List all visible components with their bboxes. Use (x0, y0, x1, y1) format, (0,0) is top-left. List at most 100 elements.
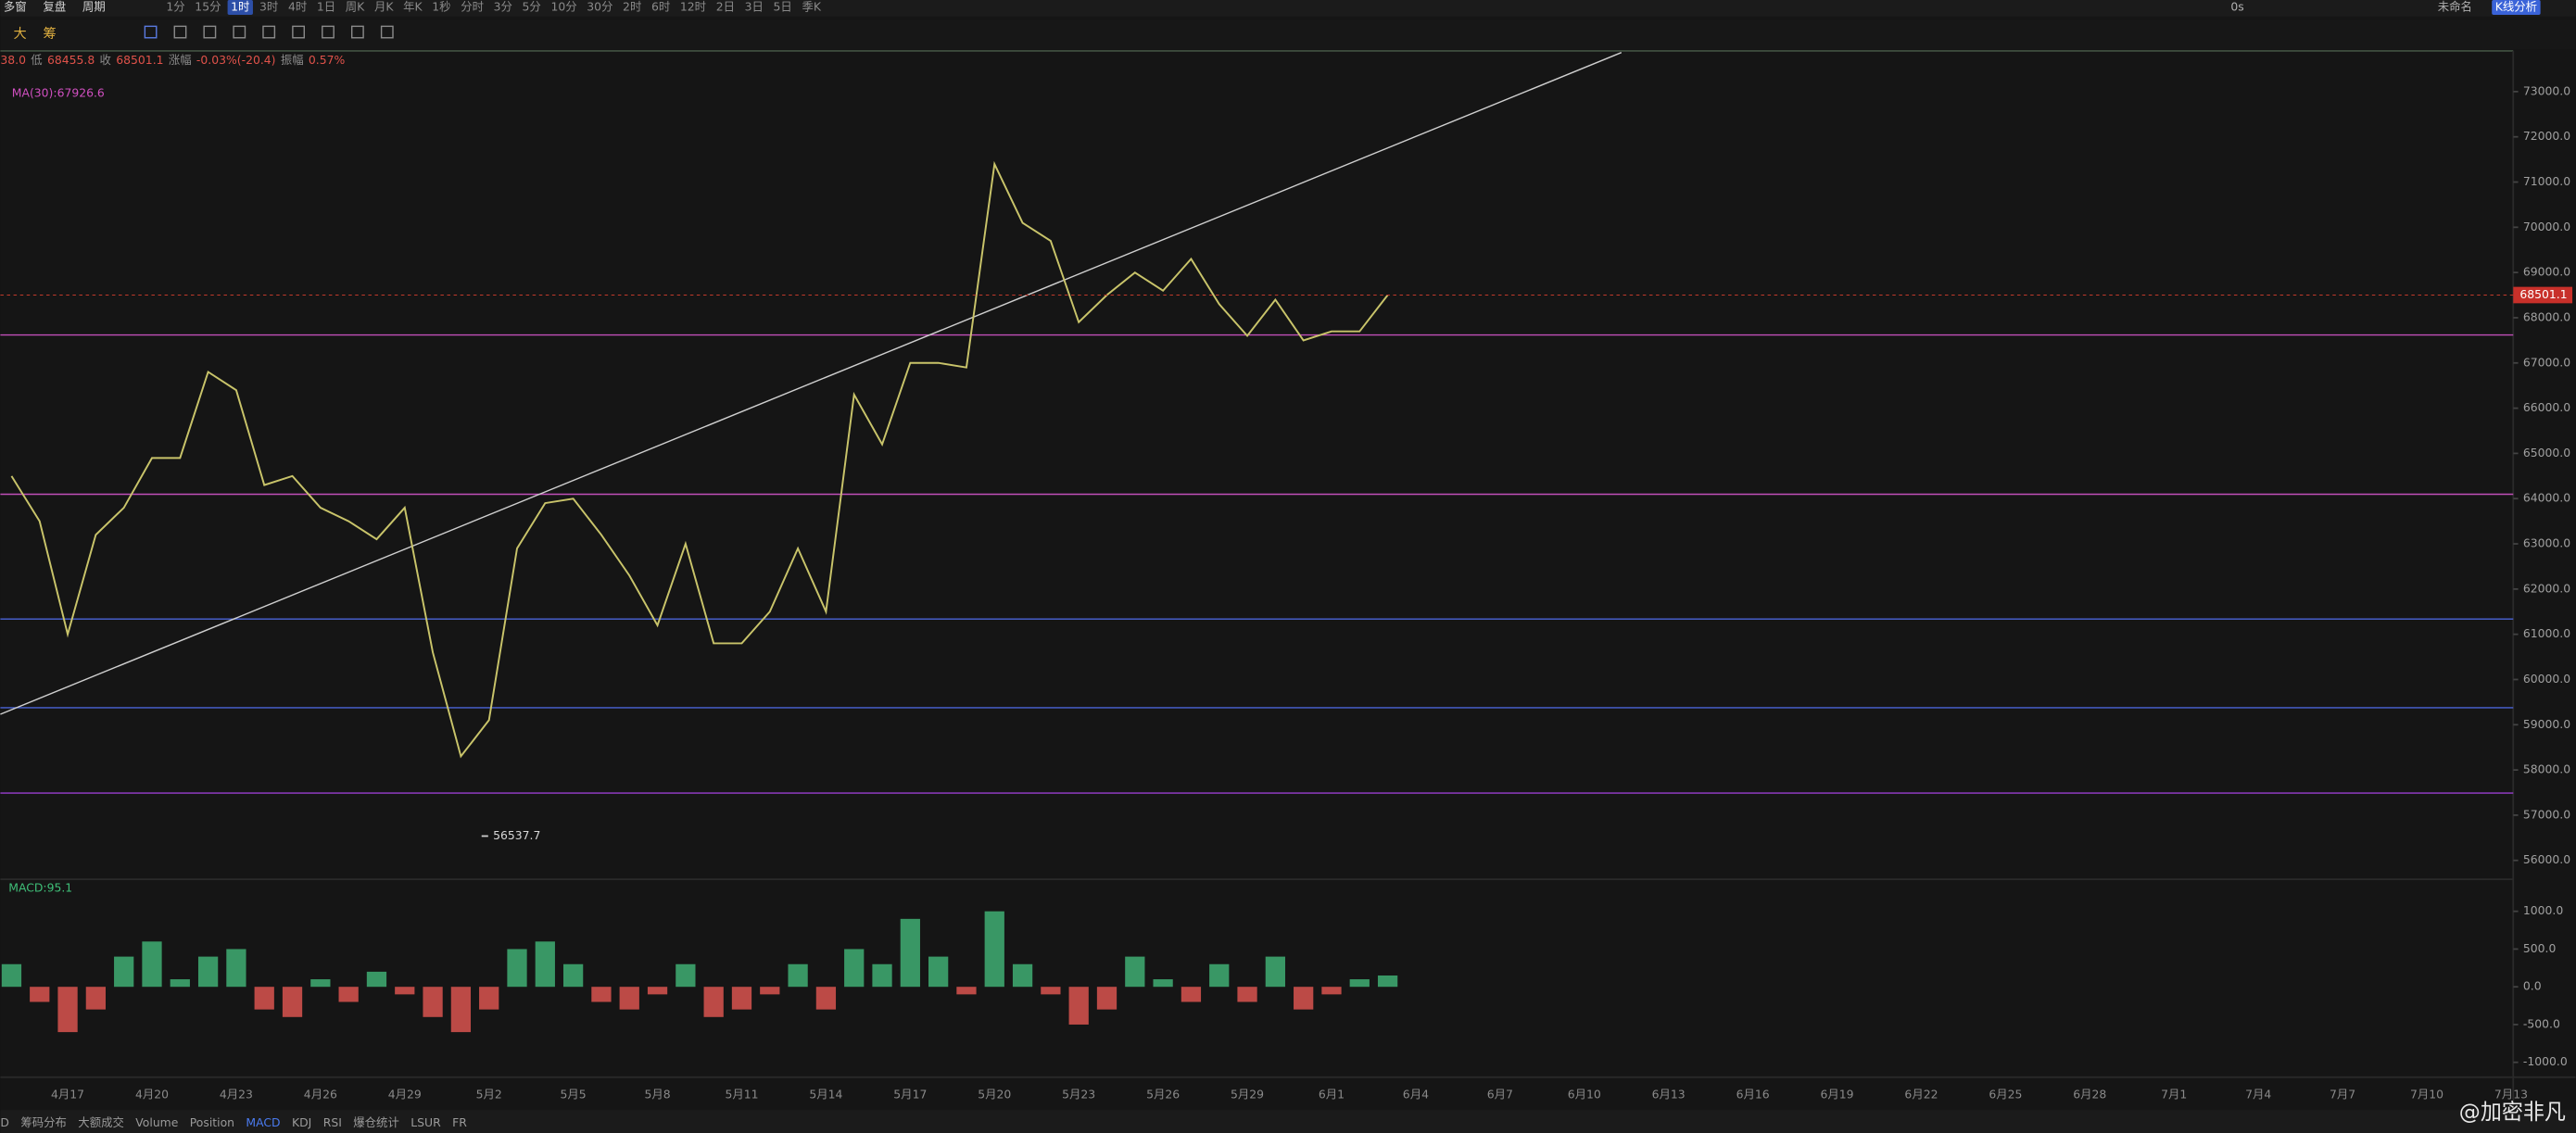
interval-button[interactable]: 6时 (651, 0, 670, 13)
interval-button[interactable]: 4时 (288, 0, 307, 13)
macd-tick-label: 500.0 (2523, 941, 2557, 955)
price-tick-label: 65000.0 (2523, 446, 2570, 459)
toolbar-right[interactable]: 未命名 (2438, 0, 2472, 13)
date-label: 7月10 (2410, 1088, 2443, 1102)
macd-bar (1265, 956, 1285, 988)
price-tick-label: 70000.0 (2523, 220, 2570, 233)
macd-bar (788, 963, 808, 988)
macd-bar (282, 987, 303, 1017)
macd-bar (30, 987, 50, 1002)
toolbar-right[interactable]: 0s (2230, 0, 2243, 13)
macd-tick-label: 0.0 (2523, 979, 2542, 993)
macd-bar (562, 963, 584, 988)
macd-bar (1181, 987, 1202, 1002)
interval-highlight (227, 0, 253, 15)
bottom-tab[interactable]: Position (190, 1115, 234, 1129)
price-tick-label: 58000.0 (2523, 762, 2570, 776)
macd-bar (338, 987, 359, 1002)
bottom-tab[interactable]: D (0, 1115, 9, 1129)
date-label: 5月8 (644, 1088, 670, 1102)
macd-bar (57, 987, 78, 1033)
interval-button[interactable]: 3日 (745, 0, 764, 13)
bottom-tab[interactable]: FR (452, 1115, 467, 1129)
interval-button[interactable]: 周K (346, 0, 365, 13)
price-tick-label: 72000.0 (2523, 129, 2570, 143)
interval-button[interactable]: 5日 (774, 0, 792, 13)
bottom-tab[interactable]: 筹码分布 (20, 1115, 67, 1129)
interval-button[interactable]: 5分 (523, 0, 541, 13)
interval-button[interactable]: 3分 (494, 0, 512, 13)
price-tick-label: 67000.0 (2523, 355, 2570, 369)
price-line (10, 160, 1389, 759)
toolbar-button[interactable]: 多窗 (4, 0, 27, 13)
interval-button[interactable]: 1时 (231, 0, 249, 13)
interval-button[interactable]: 3时 (259, 0, 278, 13)
bottom-tab[interactable]: MACD (246, 1115, 280, 1129)
macd-bar (956, 987, 977, 995)
current-price-label: 68501.1 (2519, 287, 2567, 301)
date-label: 6月16 (1736, 1088, 1770, 1102)
interval-button[interactable]: 月K (374, 0, 394, 13)
interval-button[interactable]: 1日 (317, 0, 335, 13)
bottom-tab[interactable]: 大额成交 (78, 1115, 124, 1129)
macd-bar (197, 956, 219, 988)
bottom-tab[interactable]: Volume (135, 1115, 178, 1129)
macd-bar (1321, 987, 1342, 995)
interval-button[interactable]: 2时 (623, 0, 641, 13)
interval-button[interactable]: 季K (802, 0, 821, 13)
analysis-button (2492, 0, 2541, 15)
interval-button[interactable]: 15分 (195, 0, 221, 13)
date-label: 6月28 (2073, 1088, 2106, 1102)
price-tick-label: 63000.0 (2523, 536, 2570, 550)
bottom-tab[interactable]: 爆仓统计 (353, 1115, 399, 1129)
macd-tick-label: -500.0 (2523, 1016, 2560, 1030)
bottom-tab[interactable]: KDJ (292, 1115, 311, 1129)
toolbar-right[interactable]: K线分析 (2495, 0, 2537, 13)
price-tick-label: 68000.0 (2523, 309, 2570, 323)
macd-bar (423, 987, 443, 1017)
current-price-tag (2513, 286, 2573, 304)
interval-button[interactable]: 分时 (461, 0, 484, 13)
low-label: 56537.7 (493, 828, 540, 842)
info-text: 68455.8 (47, 53, 95, 67)
macd-bar (1209, 963, 1230, 988)
drawing-button[interactable]: 大 (14, 27, 27, 42)
interval-button[interactable]: 10分 (550, 0, 576, 13)
date-label: 6月13 (1652, 1088, 1686, 1102)
interval-button[interactable]: 30分 (587, 0, 612, 13)
interval-button[interactable]: 1分 (166, 0, 184, 13)
macd-bar (254, 987, 274, 1010)
macd-bar (647, 987, 668, 995)
macd-tick-label: 1000.0 (2523, 903, 2563, 917)
macd-bar (1096, 987, 1118, 1010)
toolbar-button[interactable]: 复盘 (43, 0, 66, 13)
interval-button[interactable]: 1秒 (432, 0, 450, 13)
price-tick-label: 61000.0 (2523, 626, 2570, 640)
macd-tick-label: -1000.0 (2523, 1054, 2568, 1068)
date-label: 7月1 (2161, 1088, 2187, 1102)
date-label: 7月7 (2330, 1088, 2355, 1102)
interval-button[interactable]: 2日 (716, 0, 735, 13)
price-tick-label: 59000.0 (2523, 717, 2570, 731)
price-tick-label: 57000.0 (2523, 807, 2570, 821)
date-label: 6月10 (1568, 1088, 1601, 1102)
interval-button[interactable]: 年K (403, 0, 423, 13)
info-text: 68501.1 (116, 53, 163, 67)
bottom-tab[interactable]: LSUR (410, 1115, 441, 1129)
date-label: 5月20 (978, 1088, 1011, 1102)
price-tick-label: 73000.0 (2523, 83, 2570, 97)
drawing-button[interactable]: 筹 (43, 26, 56, 42)
bottom-tab[interactable]: RSI (323, 1115, 342, 1129)
info-text: 振幅 (281, 53, 304, 67)
interval-button[interactable]: 12时 (680, 0, 706, 13)
bottom-tab-bar (0, 1110, 2576, 1133)
macd-bar (1349, 979, 1370, 988)
date-label: 6月19 (1821, 1088, 1854, 1102)
date-label: 5月5 (561, 1088, 587, 1102)
macd-label: MACD:95.1 (8, 880, 72, 894)
toolbar-button[interactable]: 周期 (82, 0, 106, 13)
macd-bar (142, 941, 162, 988)
